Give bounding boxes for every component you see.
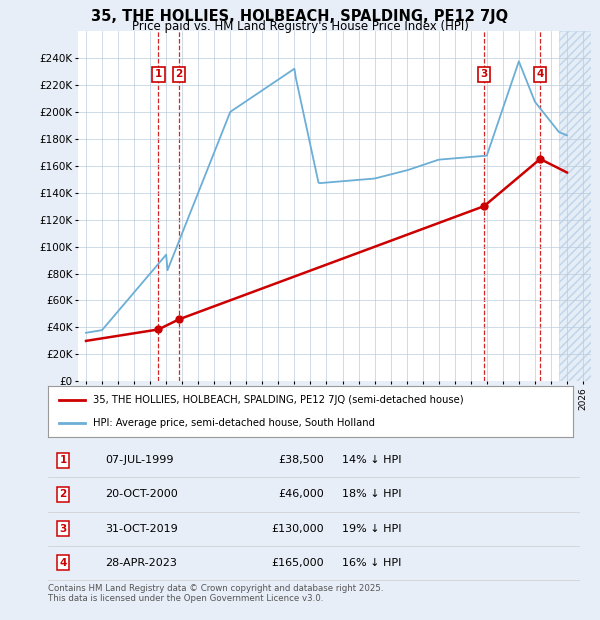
Text: 35, THE HOLLIES, HOLBEACH, SPALDING, PE12 7JQ: 35, THE HOLLIES, HOLBEACH, SPALDING, PE1…	[91, 9, 509, 24]
Text: 19% ↓ HPI: 19% ↓ HPI	[342, 523, 401, 534]
Text: 4: 4	[536, 69, 544, 79]
Text: £130,000: £130,000	[271, 523, 324, 534]
Text: 2: 2	[175, 69, 182, 79]
Text: 2: 2	[59, 489, 67, 500]
Text: 20-OCT-2000: 20-OCT-2000	[105, 489, 178, 500]
Text: Price paid vs. HM Land Registry's House Price Index (HPI): Price paid vs. HM Land Registry's House …	[131, 20, 469, 33]
Text: £46,000: £46,000	[278, 489, 324, 500]
Text: 1: 1	[155, 69, 162, 79]
Bar	[559, 31, 591, 381]
Text: 16% ↓ HPI: 16% ↓ HPI	[342, 557, 401, 568]
Text: HPI: Average price, semi-detached house, South Holland: HPI: Average price, semi-detached house,…	[92, 418, 374, 428]
Text: 14% ↓ HPI: 14% ↓ HPI	[342, 455, 401, 466]
Text: Contains HM Land Registry data © Crown copyright and database right 2025.
This d: Contains HM Land Registry data © Crown c…	[48, 584, 383, 603]
Text: 4: 4	[59, 557, 67, 568]
Text: £165,000: £165,000	[271, 557, 324, 568]
Text: 1: 1	[59, 455, 67, 466]
Text: 28-APR-2023: 28-APR-2023	[105, 557, 177, 568]
Text: 18% ↓ HPI: 18% ↓ HPI	[342, 489, 401, 500]
Text: 35, THE HOLLIES, HOLBEACH, SPALDING, PE12 7JQ (semi-detached house): 35, THE HOLLIES, HOLBEACH, SPALDING, PE1…	[92, 395, 463, 405]
Text: 3: 3	[481, 69, 488, 79]
Text: 07-JUL-1999: 07-JUL-1999	[105, 455, 173, 466]
Text: 31-OCT-2019: 31-OCT-2019	[105, 523, 178, 534]
Text: 3: 3	[59, 523, 67, 534]
Text: £38,500: £38,500	[278, 455, 324, 466]
